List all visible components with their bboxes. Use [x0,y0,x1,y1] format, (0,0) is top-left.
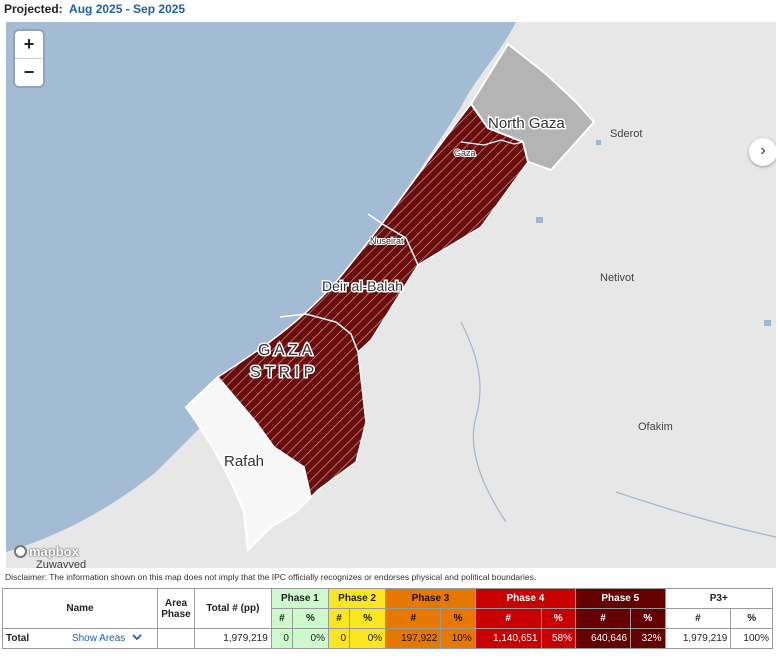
phase4-num: 1,140,651 [474,628,542,649]
total-area-phase [157,628,195,649]
header-phase1: Phase 1 [270,588,329,609]
phase3-pct: 10% [440,628,476,649]
phase2-num: 0 [327,628,351,649]
disclaimer: Disclaimer: The information shown on thi… [5,572,537,582]
header-phase3-num: # [385,608,442,629]
table-row: Total Show Areas 1,979,219 0 0% 0 0% 197… [2,628,773,649]
header-phase2: Phase 2 [327,588,387,609]
river [615,491,776,538]
header-phase4-num: # [474,608,542,629]
zoom-control: + − [15,31,43,86]
header-phase1-num: # [270,608,293,629]
phase2-pct: 0% [349,628,387,649]
next-arrow-button[interactable]: › [749,138,776,166]
map-view[interactable]: North Gaza Gaza Nuseirat Deir al-Balah G… [6,22,776,568]
phase5-pct: 32% [630,628,666,649]
header-phase4: Phase 4 [474,588,577,609]
label-sderot: Sderot [610,128,642,140]
header-area-phase: Area Phase [157,588,195,629]
p3plus-pct: 100% [730,628,773,649]
projected-label: Projected: [4,2,63,16]
label-north-gaza: North Gaza [488,115,565,132]
projection-period: Aug 2025 - Sep 2025 [69,2,186,16]
label-zuwayyed: Zuwayyed [36,559,86,568]
phase1-num: 0 [270,628,293,649]
river [460,321,507,523]
show-areas-button[interactable]: Show Areas [72,633,142,644]
header-phase1-pct: % [291,608,329,629]
sea [6,22,516,552]
label-gaza: Gaza [454,148,476,158]
header-phase5-pct: % [630,608,666,629]
label-ofakim: Ofakim [638,421,673,433]
label-nuseirat: Nuseirat [370,236,404,246]
header-phase5: Phase 5 [575,588,666,609]
label-netivot: Netivot [600,272,634,284]
total-population: 1,979,219 [194,628,272,649]
header-p3plus: P3+ [664,588,774,609]
header-p3plus-num: # [664,608,732,629]
header-phase4-pct: % [540,608,577,629]
zoom-out-button[interactable]: − [23,62,35,82]
phase1-pct: 0% [291,628,329,649]
projection-header: Projected: Aug 2025 - Sep 2025 [4,2,185,16]
header-name: Name [2,588,158,629]
label-deir-al-balah: Deir al-Balah [322,278,403,294]
ipc-phase-table: Name Area Phase Total # (pp) Phase 1 Pha… [2,588,774,649]
header-phase5-num: # [574,608,632,629]
phase5-num: 640,646 [574,628,632,649]
total-label: Total [6,633,30,644]
phase3-num: 197,922 [385,628,442,649]
label-gaza-strip-line1: G A Z A [258,342,313,359]
header-total: Total # (pp) [194,588,272,629]
phase4-pct: 58% [540,628,577,649]
zoom-in-button[interactable]: + [15,31,43,59]
show-areas-label: Show Areas [71,633,126,644]
map-canvas[interactable]: North Gaza Gaza Nuseirat Deir al-Balah G… [6,22,776,568]
header-phase2-num: # [327,608,351,629]
total-cell: Total Show Areas [2,628,158,649]
north-gaza-area [469,42,596,172]
header-p3plus-pct: % [730,608,773,629]
mapbox-icon [14,545,27,558]
mapbox-logo[interactable]: mapbox [14,544,79,559]
chevron-down-icon [132,634,142,641]
p3plus-num: 1,979,219 [664,628,732,649]
mapbox-wordmark: mapbox [29,544,79,559]
header-phase3-pct: % [440,608,476,629]
label-rafah: Rafah [224,453,264,470]
header-phase3: Phase 3 [385,588,476,609]
label-gaza-strip-line2: S T R I P [250,364,314,381]
phase5-area [216,102,529,499]
header-phase2-pct: % [349,608,387,629]
